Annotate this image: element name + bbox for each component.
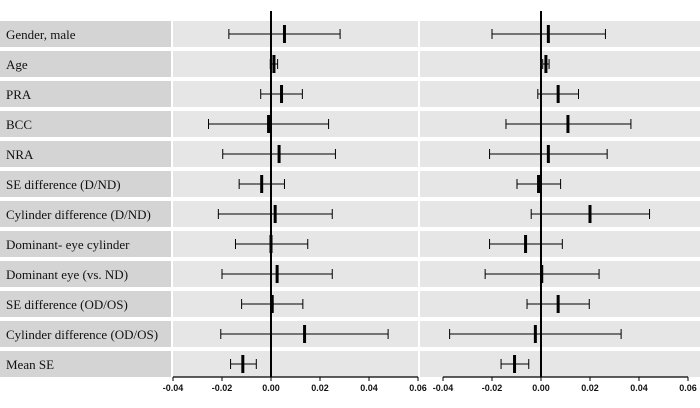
row-label: Age	[6, 57, 28, 72]
row-labels: Gender, male Age PRA BCC NRA SE difference (D…	[6, 27, 158, 372]
row-plot-band-left	[173, 351, 418, 377]
row-label-band	[0, 351, 171, 377]
x-tick-label: 0.02	[581, 383, 599, 393]
x-tick-label: -0.04	[433, 383, 454, 393]
row-label: SE difference (D/ND)	[6, 177, 121, 192]
row-label: Gender, male	[6, 27, 76, 42]
row-label-band	[0, 321, 171, 347]
row-label-band	[0, 21, 171, 47]
row-label: PRA	[6, 87, 32, 102]
row-label-band	[0, 171, 171, 197]
row-label: Cylinder difference (OD/OS)	[6, 327, 158, 342]
row-label-band	[0, 141, 171, 167]
row-label-band	[0, 201, 171, 227]
row-label: Dominant- eye cylinder	[6, 237, 130, 252]
panel-right: -0.04 -0.02 0.00 0.02 0.04 0.06	[433, 11, 697, 393]
x-tick-label: -0.02	[482, 383, 503, 393]
x-tick-label: -0.04	[163, 383, 184, 393]
panel-left: -0.04 -0.02 0.00 0.02 0.04 0.06	[163, 11, 427, 393]
row-label-band	[0, 231, 171, 257]
x-tick-label: 0.04	[630, 383, 648, 393]
x-tick-label: -0.02	[212, 383, 233, 393]
x-tick-label: 0.04	[360, 383, 378, 393]
x-tick-label: 0.02	[311, 383, 329, 393]
row-label-band	[0, 81, 171, 107]
row-plot-band-left	[173, 51, 418, 77]
x-tick-label: 0.06	[409, 383, 427, 393]
row-plot-band-right	[420, 51, 700, 77]
row-label: Cylinder difference (D/ND)	[6, 207, 151, 222]
row-label: Mean SE	[6, 357, 54, 372]
row-bands	[0, 21, 700, 377]
row-label: NRA	[6, 147, 34, 162]
row-plot-band-left	[173, 171, 418, 197]
row-plot-band-right	[420, 351, 700, 377]
row-label-band	[0, 111, 171, 137]
row-label: SE difference (OD/OS)	[6, 297, 128, 312]
row-label: Dominant eye (vs. ND)	[6, 267, 128, 282]
row-label-band	[0, 51, 171, 77]
x-tick-label: 0.00	[532, 383, 550, 393]
row-label-band	[0, 291, 171, 317]
x-tick-label: 0.06	[679, 383, 697, 393]
x-tick-label: 0.00	[262, 383, 280, 393]
row-label: BCC	[6, 117, 32, 132]
row-label-band	[0, 261, 171, 287]
